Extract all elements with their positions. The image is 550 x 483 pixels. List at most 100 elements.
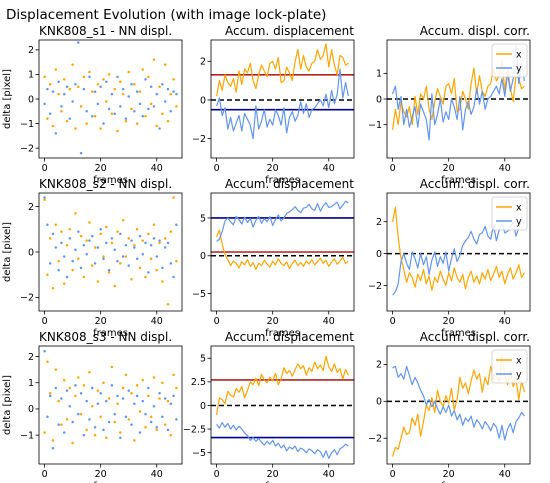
point-x-33: [135, 384, 139, 387]
point-x-24: [110, 241, 114, 245]
x-tick-label: 20: [267, 163, 279, 174]
chart-panel-4: KNK808_s2 - NN displ. 0 20 40 −2 0 2 frames delt…: [2, 177, 183, 339]
point-x-35: [141, 68, 144, 71]
point-x-3: [51, 124, 55, 128]
legend-label-y: y: [516, 64, 522, 75]
point-y-23: [107, 268, 111, 272]
point-x-3: [51, 439, 55, 442]
plot-area: [43, 196, 178, 306]
point-y-25: [113, 248, 116, 251]
point-x-38: [149, 102, 153, 106]
x-tick-label: 40: [151, 316, 163, 327]
point-y-30: [127, 95, 130, 98]
x-tick-label: 0: [390, 163, 396, 174]
point-y-34: [138, 431, 142, 434]
point-x-22: [105, 100, 108, 103]
plot-area: [211, 355, 354, 459]
point-x-5: [57, 92, 60, 96]
point-x-23: [107, 73, 111, 76]
point-x-41: [158, 241, 161, 245]
y-tick-label: −5: [192, 448, 206, 459]
point-x-19: [96, 389, 100, 392]
x-tick-label: 20: [95, 316, 107, 327]
point-x-21: [102, 78, 105, 81]
point-y-21: [102, 428, 105, 432]
point-y-18: [93, 262, 97, 265]
x-tick-label: 0: [214, 469, 220, 480]
point-x-34: [138, 90, 142, 93]
point-x-5: [57, 399, 60, 403]
point-x-1: [46, 117, 49, 120]
chart-panel-7: KNK808_s3 - NN displ. 0 20 40 −1 0 1 2 frames del…: [2, 330, 183, 483]
point-y-40: [155, 92, 159, 96]
line-series-y: [216, 200, 349, 242]
point-x-29: [124, 119, 128, 123]
point-y-39: [152, 405, 156, 408]
point-x-12: [77, 257, 80, 261]
point-y-32: [133, 402, 136, 405]
point-x-34: [138, 410, 142, 413]
point-y-16: [88, 75, 91, 79]
x-tick-label: 0: [42, 469, 48, 480]
point-y-21: [102, 257, 105, 261]
point-y-17: [91, 234, 94, 238]
y-tick-label: 0: [200, 251, 206, 262]
y-tick-label: 5: [200, 354, 206, 365]
point-x-29: [124, 373, 128, 377]
point-x-30: [127, 237, 130, 240]
point-y-24: [110, 237, 114, 240]
point-x-5: [57, 259, 60, 263]
plot-area: [211, 43, 354, 140]
point-y-4: [54, 132, 58, 135]
point-x-47: [175, 259, 178, 263]
point-y-31: [130, 83, 133, 86]
point-y-37: [147, 107, 150, 111]
point-x-27: [119, 262, 122, 265]
point-y-19: [96, 402, 100, 405]
point-y-29: [124, 415, 128, 419]
axes-frame: [210, 39, 355, 159]
point-x-26: [116, 402, 119, 405]
x-tick-label: 20: [95, 469, 107, 480]
chart-panel-1: KNK808_s1 - NN displ. 0 20 40 −2 −1 0 1 2 frames d…: [2, 24, 183, 186]
point-y-6: [60, 397, 63, 400]
x-tick-label: 40: [499, 316, 511, 327]
point-x-30: [127, 70, 130, 74]
panel-title: Accum. displ. corr.: [420, 24, 530, 38]
point-y-9: [68, 237, 72, 240]
point-y-13: [79, 151, 83, 155]
point-y-43: [163, 397, 167, 400]
point-x-3: [51, 287, 55, 290]
point-x-33: [135, 122, 139, 125]
point-y-42: [161, 266, 164, 270]
point-x-13: [79, 412, 83, 416]
point-y-20: [99, 228, 102, 231]
point-y-10: [71, 100, 74, 103]
point-y-31: [130, 239, 133, 242]
point-x-9: [68, 228, 72, 231]
plot-area: [43, 41, 178, 155]
point-x-15: [85, 122, 88, 125]
x-tick-label: 40: [323, 163, 335, 174]
point-y-26: [116, 394, 119, 398]
point-x-45: [169, 433, 173, 437]
point-x-13: [79, 105, 83, 108]
point-y-43: [163, 246, 167, 249]
point-x-0: [43, 431, 46, 434]
legend: xy: [491, 43, 528, 78]
point-y-31: [130, 423, 133, 426]
point-y-2: [48, 394, 52, 398]
point-y-46: [172, 90, 175, 93]
legend-label-x: x: [516, 356, 522, 367]
point-x-1: [46, 360, 49, 363]
line-series-x: [216, 43, 349, 97]
y-tick-label: −2: [192, 134, 206, 145]
point-y-24: [110, 384, 114, 387]
point-x-25: [113, 420, 116, 424]
point-x-44: [166, 302, 170, 306]
point-y-7: [62, 431, 66, 434]
axes-frame: [386, 345, 531, 465]
point-y-21: [102, 122, 105, 125]
point-x-40: [155, 268, 159, 272]
axes-frame: [210, 345, 355, 465]
